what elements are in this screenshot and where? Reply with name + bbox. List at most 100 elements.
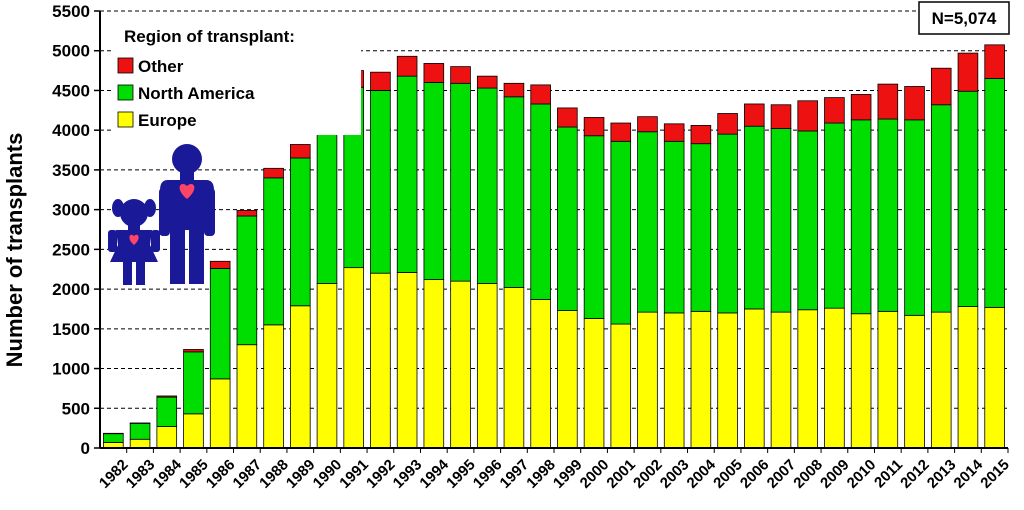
y-tick-labels: 0 500 1000 1500 2000 2500 3000 3500 4000 4500 5000… xyxy=(52,2,90,458)
legend-title: Region of transplant: xyxy=(124,27,295,46)
x-tick-label: 1994 xyxy=(416,456,452,492)
x-tick-label: 1995 xyxy=(443,456,479,492)
bar-north-america xyxy=(610,140,632,325)
y-tick-label: 0 xyxy=(81,439,90,458)
x-tick-label: 1992 xyxy=(363,456,399,492)
bar-north-america xyxy=(236,215,258,346)
bar-europe xyxy=(316,283,338,449)
axes xyxy=(94,10,1009,453)
n-annotation-label: N=5,074 xyxy=(932,9,997,28)
bar-other xyxy=(236,210,258,217)
bar-europe xyxy=(450,280,471,449)
bar-europe xyxy=(530,299,551,449)
bar-north-america xyxy=(770,128,792,313)
bar-north-america xyxy=(129,422,151,440)
bar-europe xyxy=(156,426,178,449)
bar-europe xyxy=(557,310,578,449)
bar-europe xyxy=(423,279,445,449)
bar-north-america xyxy=(744,125,765,310)
y-tick-label: 2000 xyxy=(52,280,90,299)
bar-europe xyxy=(583,318,605,449)
bar-north-america xyxy=(450,82,471,282)
bar-north-america xyxy=(850,119,872,315)
bar-other xyxy=(583,117,605,137)
y-tick-label: 1000 xyxy=(52,360,90,379)
legend-swatch xyxy=(117,84,134,101)
x-tick-label: 1984 xyxy=(149,456,185,492)
bar-other xyxy=(690,125,712,145)
bar-other xyxy=(423,63,445,83)
bar-other xyxy=(637,116,658,133)
bar-other xyxy=(476,75,498,89)
x-tick-label: 1998 xyxy=(523,456,559,492)
bar-north-america xyxy=(209,268,231,380)
x-tick-label: 1999 xyxy=(550,456,586,492)
legend-items: Other North America Europe xyxy=(117,57,255,130)
y-tick-label: 1500 xyxy=(52,320,90,339)
bar-europe xyxy=(904,314,925,449)
bar-north-america xyxy=(877,118,899,312)
bar-north-america xyxy=(396,75,418,273)
x-tick-label: 2012 xyxy=(897,456,933,492)
bar-europe xyxy=(343,267,364,449)
bar-north-america xyxy=(904,119,925,316)
x-tick-label: 2007 xyxy=(764,456,800,492)
bar-other xyxy=(530,84,551,105)
bar-other xyxy=(797,100,818,132)
bar-north-america xyxy=(263,177,284,326)
x-tick-label: 1986 xyxy=(203,456,239,492)
y-tick-label: 500 xyxy=(62,399,90,418)
bar-north-america xyxy=(476,87,498,284)
bar-north-america xyxy=(797,130,818,311)
bar-other xyxy=(503,82,525,98)
y-tick-label: 4500 xyxy=(52,81,90,100)
legend: Region of transplant: Other North America… xyxy=(113,21,361,135)
y-tick-label: 3000 xyxy=(52,201,90,220)
bar-north-america xyxy=(423,82,445,280)
x-tick-label: 1997 xyxy=(497,456,533,492)
bar-europe xyxy=(663,312,685,449)
bar-europe xyxy=(476,283,498,449)
x-tick-label: 1989 xyxy=(283,456,319,492)
legend-swatch xyxy=(117,57,134,74)
legend-swatch xyxy=(117,111,134,128)
bar-europe xyxy=(690,310,712,449)
legend-label: Other xyxy=(138,57,184,76)
x-tick-label: 1988 xyxy=(256,456,292,492)
bar-other xyxy=(904,86,925,121)
bar-europe xyxy=(797,309,818,449)
x-tick-labels: 1982198319841985198619871988198919901991… xyxy=(96,456,1013,492)
bar-north-america xyxy=(503,96,525,288)
x-tick-label: 1983 xyxy=(123,456,159,492)
bar-other xyxy=(744,103,765,127)
bar-europe xyxy=(503,287,525,449)
x-tick-label: 1990 xyxy=(310,456,346,492)
bar-europe xyxy=(850,313,872,449)
bar-north-america xyxy=(156,396,178,427)
bar-north-america xyxy=(290,157,311,307)
bar-other xyxy=(877,83,899,120)
bar-other xyxy=(984,44,1005,79)
bar-north-america xyxy=(690,143,712,312)
bar-europe xyxy=(984,306,1005,449)
bar-north-america xyxy=(930,104,952,313)
bar-europe xyxy=(263,324,284,449)
bar-europe xyxy=(209,378,231,449)
x-tick-label: 2013 xyxy=(924,456,960,492)
adult-figure-icon xyxy=(159,144,215,284)
bar-europe xyxy=(236,344,258,449)
bar-other xyxy=(930,67,952,106)
x-tick-label: 2014 xyxy=(951,456,987,492)
bar-other xyxy=(156,395,178,398)
bar-europe xyxy=(396,272,418,449)
bar-other xyxy=(770,104,792,129)
bar-north-america xyxy=(824,122,845,309)
bar-other xyxy=(263,167,284,179)
x-tick-label: 2005 xyxy=(710,456,746,492)
bar-europe xyxy=(637,311,658,449)
x-tick-label: 1996 xyxy=(470,456,506,492)
bar-europe xyxy=(370,272,391,449)
bar-europe xyxy=(290,305,311,449)
bar-europe xyxy=(129,438,151,449)
